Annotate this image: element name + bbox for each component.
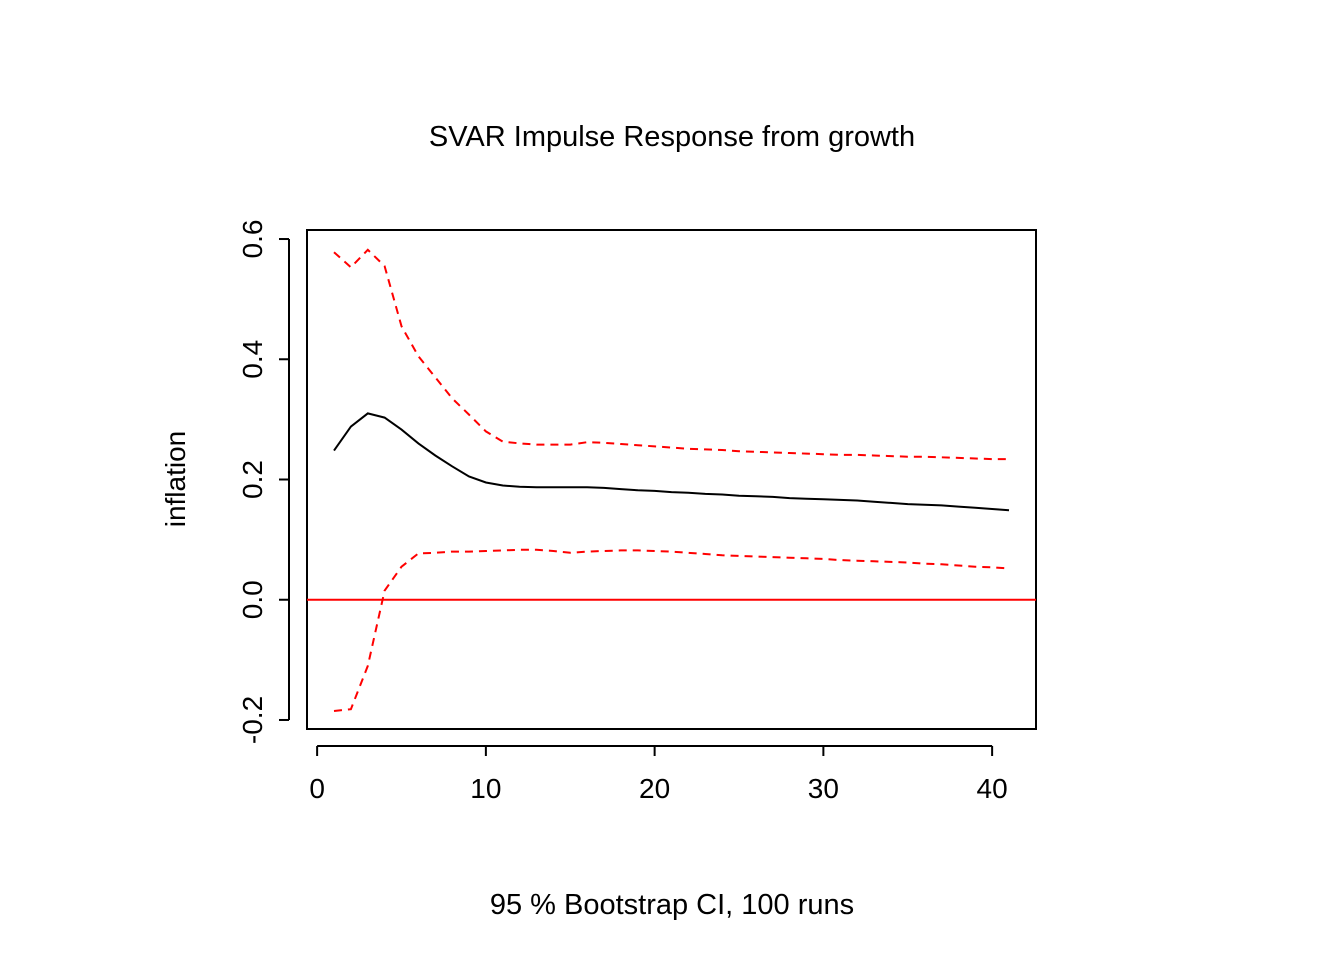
x-axis-label: 95 % Bootstrap CI, 100 runs xyxy=(490,889,854,921)
y-axis-label: inflation xyxy=(160,431,191,528)
series-line-response xyxy=(333,412,1010,512)
series-layer xyxy=(307,248,1036,712)
x-tick-label: 20 xyxy=(639,773,670,804)
series-line-lower xyxy=(333,548,1010,712)
x-tick-label: 0 xyxy=(309,773,325,804)
y-tick-label: 0.6 xyxy=(237,220,268,259)
y-axis: -0.2 0.0 0.2 0.4 0.6 xyxy=(237,220,290,744)
x-axis: 0 10 20 30 40 xyxy=(309,745,1008,804)
y-tick-label: -0.2 xyxy=(237,696,268,744)
y-tick-label: 0.4 xyxy=(237,340,268,379)
chart-title: SVAR Impulse Response from growth xyxy=(429,121,915,153)
series-line-upper xyxy=(333,248,1009,461)
y-tick-label: 0.2 xyxy=(237,460,268,499)
x-tick-label: 40 xyxy=(977,773,1008,804)
plot-frame xyxy=(306,229,1037,730)
x-tick-label: 30 xyxy=(808,773,839,804)
y-tick-label: 0.0 xyxy=(237,580,268,619)
x-tick-label: 10 xyxy=(470,773,501,804)
